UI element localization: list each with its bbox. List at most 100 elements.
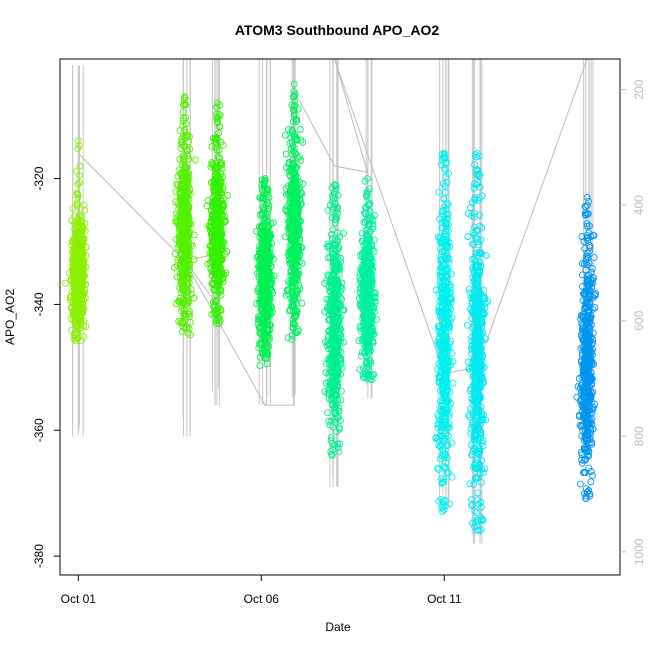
data-point bbox=[214, 153, 222, 161]
data-point bbox=[185, 279, 193, 287]
data-point bbox=[71, 273, 79, 280]
data-point bbox=[213, 103, 220, 111]
data-point bbox=[264, 232, 272, 240]
data-point bbox=[177, 168, 185, 176]
data-point bbox=[212, 199, 220, 207]
data-point bbox=[71, 244, 79, 252]
data-point bbox=[262, 340, 270, 348]
data-point bbox=[74, 308, 82, 315]
data-point bbox=[340, 229, 348, 237]
data-point bbox=[176, 298, 184, 306]
data-point bbox=[204, 196, 212, 204]
data-point bbox=[435, 188, 443, 196]
data-point bbox=[463, 321, 471, 329]
data-point bbox=[179, 133, 187, 140]
data-point bbox=[180, 266, 188, 274]
data-point bbox=[212, 319, 220, 327]
data-series bbox=[573, 193, 600, 502]
data-point bbox=[181, 265, 189, 273]
data-point bbox=[218, 161, 225, 169]
data-series bbox=[281, 80, 307, 343]
data-point bbox=[260, 239, 268, 247]
data-point bbox=[263, 321, 271, 328]
data-point bbox=[266, 326, 273, 334]
data-series bbox=[321, 181, 348, 459]
data-point bbox=[175, 233, 183, 240]
data-point bbox=[260, 332, 268, 340]
data-point bbox=[261, 294, 269, 302]
data-point bbox=[264, 276, 272, 284]
data-point bbox=[213, 305, 221, 313]
data-point bbox=[587, 478, 595, 486]
data-point bbox=[75, 213, 83, 221]
data-point bbox=[176, 156, 184, 163]
data-point bbox=[180, 250, 188, 258]
data-point bbox=[267, 321, 275, 329]
data-point bbox=[70, 253, 78, 261]
data-point bbox=[214, 315, 221, 323]
data-point bbox=[215, 257, 223, 265]
data-point bbox=[177, 180, 185, 188]
data-point bbox=[262, 303, 270, 311]
data-point bbox=[74, 253, 82, 261]
outlier-point bbox=[180, 93, 188, 101]
data-point bbox=[73, 202, 81, 210]
data-point bbox=[213, 213, 221, 221]
data-point bbox=[204, 260, 212, 268]
data-point bbox=[213, 194, 221, 202]
data-series bbox=[463, 149, 492, 535]
data-point bbox=[72, 319, 80, 327]
data-point bbox=[212, 297, 220, 305]
data-point bbox=[213, 208, 221, 216]
data-point bbox=[266, 232, 274, 240]
data-point bbox=[217, 229, 225, 237]
data-point bbox=[209, 257, 217, 265]
outlier-point bbox=[74, 137, 82, 145]
data-point bbox=[256, 341, 264, 349]
data-series bbox=[253, 175, 278, 370]
data-point bbox=[212, 139, 220, 147]
data-point bbox=[182, 199, 190, 207]
data-point bbox=[181, 161, 189, 169]
data-point bbox=[67, 293, 75, 301]
data-point bbox=[184, 253, 192, 261]
data-point bbox=[180, 299, 188, 306]
data-point bbox=[178, 307, 186, 315]
data-point bbox=[262, 256, 270, 264]
data-point bbox=[259, 205, 267, 213]
data-point bbox=[208, 143, 216, 151]
data-point bbox=[259, 275, 267, 283]
data-point bbox=[215, 285, 223, 293]
data-point bbox=[256, 353, 264, 361]
data-point bbox=[259, 195, 267, 203]
data-point bbox=[256, 324, 264, 332]
data-series bbox=[170, 93, 199, 339]
data-point bbox=[76, 290, 84, 297]
data-point bbox=[73, 300, 81, 308]
data-point bbox=[263, 239, 271, 247]
data-point bbox=[217, 307, 225, 315]
data-point bbox=[76, 162, 84, 170]
data-series bbox=[61, 137, 90, 345]
y-axis-label: APO_AO2 bbox=[3, 289, 17, 345]
data-point bbox=[179, 285, 187, 293]
data-point bbox=[80, 289, 88, 297]
data-point bbox=[177, 319, 185, 327]
plot-area bbox=[61, 59, 600, 544]
data-point bbox=[210, 248, 218, 256]
data-point bbox=[77, 283, 85, 291]
data-point bbox=[253, 300, 260, 308]
data-point bbox=[176, 294, 184, 302]
data-point bbox=[261, 340, 269, 348]
data-point bbox=[216, 154, 223, 162]
data-point bbox=[80, 317, 88, 325]
data-point bbox=[211, 271, 219, 279]
data-point bbox=[214, 262, 222, 270]
data-point bbox=[215, 192, 222, 200]
data-point bbox=[217, 291, 225, 299]
data-point bbox=[183, 132, 190, 140]
x-axis-label: Date bbox=[325, 620, 351, 634]
data-point bbox=[81, 206, 89, 214]
data-point bbox=[296, 126, 304, 133]
data-point bbox=[180, 307, 188, 314]
